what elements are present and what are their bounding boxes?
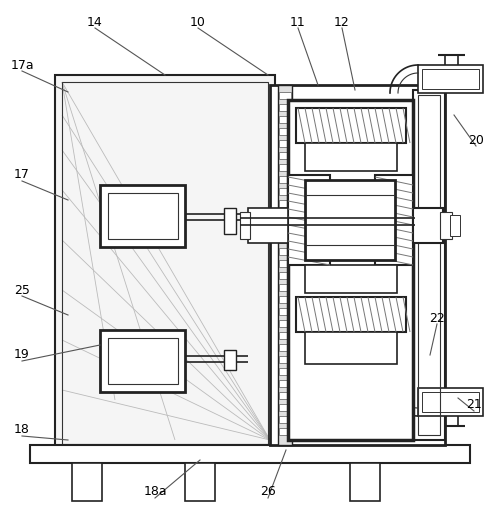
Text: 22: 22 xyxy=(428,311,444,324)
Bar xyxy=(421,392,478,412)
Bar xyxy=(279,236,291,243)
Bar xyxy=(279,260,291,267)
Bar xyxy=(30,445,469,463)
Bar xyxy=(279,356,291,363)
Text: 18: 18 xyxy=(14,424,30,436)
Bar xyxy=(296,297,405,332)
Bar xyxy=(278,85,292,445)
Bar xyxy=(108,338,178,384)
Text: 11: 11 xyxy=(290,16,305,29)
Bar xyxy=(296,108,405,143)
Bar xyxy=(279,404,291,411)
Bar xyxy=(62,82,268,444)
Bar xyxy=(100,330,185,392)
Text: 20: 20 xyxy=(467,133,483,146)
Bar xyxy=(279,128,291,135)
Bar xyxy=(279,104,291,111)
Bar xyxy=(305,143,396,171)
Bar xyxy=(305,180,394,260)
Bar xyxy=(55,75,275,450)
Bar xyxy=(279,392,291,399)
Bar xyxy=(279,152,291,159)
Bar xyxy=(108,193,178,239)
Text: 21: 21 xyxy=(465,399,481,412)
Bar xyxy=(279,320,291,327)
Bar xyxy=(279,224,291,231)
Bar xyxy=(279,176,291,183)
Bar xyxy=(279,92,291,99)
Bar xyxy=(412,90,444,440)
Text: 18a: 18a xyxy=(143,485,166,499)
Bar xyxy=(374,175,412,265)
Bar xyxy=(279,248,291,255)
Bar xyxy=(288,100,412,440)
Bar xyxy=(247,208,288,243)
Bar xyxy=(288,175,329,265)
Text: 25: 25 xyxy=(14,283,30,296)
Bar xyxy=(72,463,102,501)
Bar xyxy=(279,284,291,291)
Bar xyxy=(279,212,291,219)
Bar xyxy=(223,208,235,234)
Bar xyxy=(279,200,291,207)
Bar xyxy=(279,344,291,351)
Bar xyxy=(279,308,291,315)
Text: 17a: 17a xyxy=(10,59,34,72)
Bar xyxy=(279,416,291,423)
Bar xyxy=(279,164,291,171)
Text: 10: 10 xyxy=(190,16,205,29)
Bar xyxy=(279,380,291,387)
Bar xyxy=(439,212,451,239)
Text: 26: 26 xyxy=(260,485,276,499)
Text: 17: 17 xyxy=(14,169,30,182)
Bar xyxy=(279,332,291,339)
Bar xyxy=(417,388,482,416)
Bar xyxy=(279,272,291,279)
Bar xyxy=(349,463,379,501)
Bar xyxy=(449,215,459,236)
Text: 12: 12 xyxy=(334,16,349,29)
Bar xyxy=(279,428,291,435)
Bar xyxy=(185,463,214,501)
Bar xyxy=(279,296,291,303)
Bar xyxy=(279,188,291,195)
Text: 14: 14 xyxy=(87,16,103,29)
Bar xyxy=(279,368,291,375)
Bar xyxy=(305,265,396,293)
Bar xyxy=(412,208,442,243)
Text: 19: 19 xyxy=(14,348,30,362)
Bar xyxy=(417,95,439,435)
Bar xyxy=(239,212,249,239)
Bar xyxy=(100,185,185,247)
Bar xyxy=(421,69,478,89)
Bar xyxy=(270,85,444,445)
Bar xyxy=(417,65,482,93)
Bar xyxy=(305,332,396,364)
Bar xyxy=(223,350,235,370)
Bar xyxy=(279,140,291,147)
Bar xyxy=(279,116,291,123)
